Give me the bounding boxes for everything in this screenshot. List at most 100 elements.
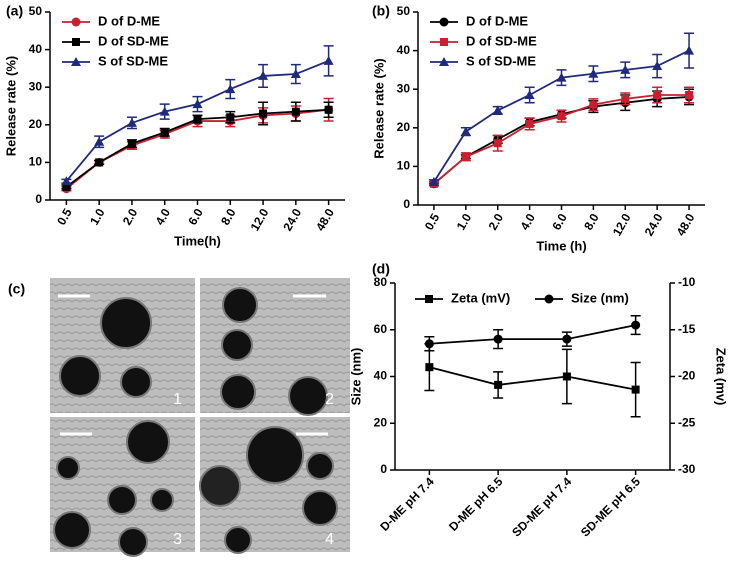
data-point — [460, 126, 471, 136]
panel-label: (c) — [8, 281, 25, 297]
y2-tick-label: -30 — [678, 462, 696, 476]
y2-tick-label: -25 — [678, 415, 696, 429]
x-axis-title: Time (h) — [536, 238, 586, 253]
data-point — [684, 45, 695, 55]
y-tick-label: 20 — [29, 117, 43, 131]
data-point — [494, 380, 503, 389]
legend-label: D of D-ME — [98, 13, 160, 28]
y-tick-label: 10 — [397, 159, 411, 173]
legend-marker — [544, 294, 554, 304]
legend-label: Size (nm) — [571, 290, 629, 305]
x-tick-label: 8.0 — [218, 206, 239, 228]
y-tick-label: 10 — [29, 155, 43, 169]
image-number: 1 — [173, 391, 182, 408]
legend-marker — [439, 17, 449, 27]
data-point — [62, 182, 71, 191]
data-point — [193, 115, 202, 124]
data-point — [159, 106, 170, 116]
x-tick-label: SD-ME pH 7.4 — [509, 474, 574, 539]
x-tick-label: 12.0 — [248, 206, 272, 234]
legend-marker — [425, 295, 433, 303]
panel-label: (a) — [6, 3, 23, 19]
data-point — [562, 334, 572, 344]
y-axis-title: Size (nm) — [348, 348, 363, 406]
x-tick-label: 1.0 — [87, 206, 108, 228]
data-point — [631, 320, 641, 330]
data-point — [424, 339, 434, 349]
y-tick-label: 50 — [397, 4, 411, 18]
x-tick-label: 1.0 — [454, 211, 475, 233]
micrograph-3 — [50, 417, 195, 557]
data-point — [61, 176, 72, 186]
data-point — [562, 372, 571, 381]
micrograph-4 — [199, 417, 350, 554]
x-tick-label: 0.5 — [422, 211, 443, 233]
y-tick-label: 20 — [397, 120, 411, 134]
y-tick-label: 80 — [374, 275, 388, 289]
data-point — [95, 158, 104, 167]
data-point — [493, 139, 502, 148]
y2-tick-label: -20 — [678, 369, 696, 383]
data-point — [259, 109, 268, 118]
data-point — [323, 55, 334, 65]
y2-tick-label: -10 — [678, 275, 696, 289]
y2-axis-title: Zeta (mv) — [714, 348, 729, 406]
y-tick-label: 0 — [380, 462, 387, 476]
y-tick-label: 50 — [29, 4, 43, 18]
legend-label: D of SD-ME — [98, 33, 169, 48]
data-point — [557, 112, 566, 121]
data-point — [685, 90, 694, 99]
x-tick-label: 48.0 — [674, 211, 698, 239]
data-point — [621, 94, 630, 103]
data-point — [653, 90, 662, 99]
y-tick-label: 0 — [403, 197, 410, 211]
legend-marker — [71, 17, 81, 27]
x-tick-label: 48.0 — [313, 206, 337, 234]
x-axis-title: Time(h) — [174, 233, 221, 248]
panel-label: (b) — [372, 3, 390, 19]
data-point — [556, 72, 567, 82]
panel-label: (d) — [372, 261, 390, 277]
data-point — [652, 61, 663, 71]
series-line — [429, 366, 636, 391]
data-point — [461, 152, 470, 161]
x-tick-label: 0.5 — [54, 206, 75, 228]
data-point — [631, 385, 640, 394]
x-tick-label: D-ME pH 6.5 — [446, 474, 506, 534]
x-tick-label: SD-ME pH 6.5 — [578, 474, 643, 539]
micrograph-1 — [50, 278, 195, 413]
y-tick-label: 0 — [35, 192, 42, 206]
x-tick-label: 6.0 — [549, 211, 570, 233]
image-number: 2 — [325, 391, 334, 408]
y-tick-label: 60 — [374, 322, 388, 336]
data-point — [525, 119, 534, 128]
x-tick-label: 24.0 — [280, 206, 304, 234]
series-line — [433, 94, 690, 185]
image-number: 3 — [173, 531, 182, 548]
data-point — [425, 363, 434, 372]
data-point — [492, 105, 503, 115]
data-point — [225, 84, 236, 94]
data-point — [620, 64, 631, 74]
data-point — [589, 100, 598, 109]
data-point — [324, 105, 333, 114]
legend-label: D of D-ME — [466, 13, 528, 28]
image-number: 4 — [325, 531, 334, 548]
x-tick-label: 24.0 — [642, 211, 666, 239]
legend-marker — [439, 57, 449, 66]
data-point — [428, 176, 439, 186]
data-point — [127, 139, 136, 148]
y-tick-label: 20 — [374, 415, 388, 429]
legend-marker — [440, 38, 448, 46]
data-point — [94, 136, 105, 146]
data-point — [160, 128, 169, 137]
data-point — [524, 89, 535, 99]
y-tick-label: 40 — [29, 42, 43, 56]
legend-label: Zeta (mV) — [451, 290, 510, 305]
y2-tick-label: -15 — [678, 322, 696, 336]
data-point — [126, 117, 137, 127]
data-point — [493, 334, 503, 344]
x-tick-label: 4.0 — [153, 206, 174, 228]
y-tick-label: 30 — [29, 79, 43, 93]
